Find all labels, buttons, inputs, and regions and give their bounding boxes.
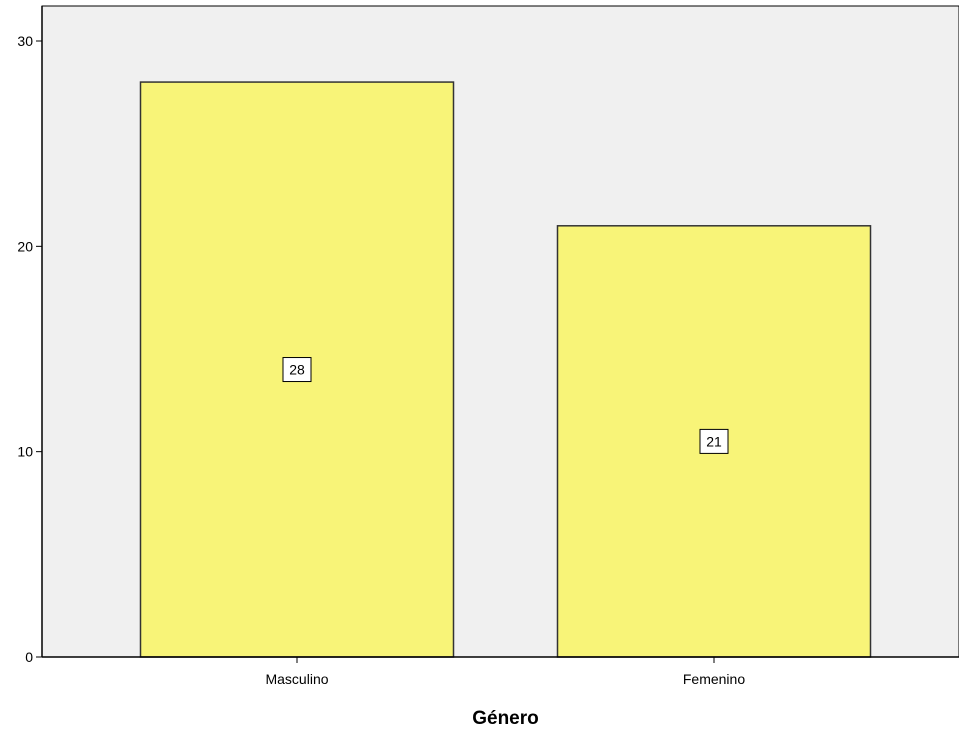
data-label: 28 <box>289 362 305 378</box>
y-tick-label: 30 <box>17 33 33 49</box>
y-axis: 0 10 20 30 <box>17 6 43 665</box>
bars: 28 21 <box>139 81 872 658</box>
y-tick-label: 10 <box>17 444 33 460</box>
x-axis-title: Género <box>472 708 539 729</box>
y-tick-label: 20 <box>17 238 33 254</box>
data-label-box <box>282 357 312 383</box>
bar-masculino <box>139 81 455 658</box>
y-tick-label: 0 <box>25 649 33 665</box>
x-axis: Masculino Femenino <box>42 656 959 687</box>
x-tick-label: Masculino <box>265 671 328 687</box>
data-label: 21 <box>706 433 722 449</box>
data-label-box <box>699 428 729 454</box>
x-tick-label: Femenino <box>683 671 745 687</box>
